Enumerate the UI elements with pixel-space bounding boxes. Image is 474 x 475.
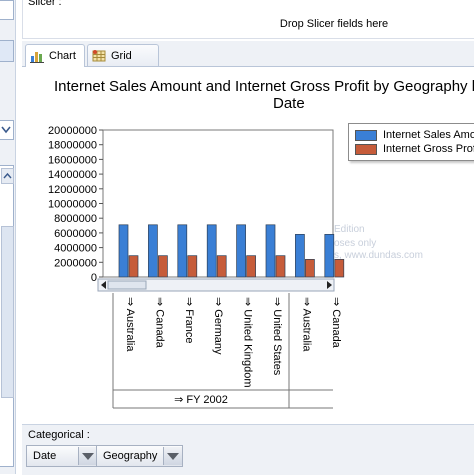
left-panel-box xyxy=(0,0,14,20)
chevron-up-icon xyxy=(3,172,12,179)
bar xyxy=(295,234,305,278)
categorical-label: Categorical : xyxy=(28,429,90,441)
x-category-label: ⇒ Australia xyxy=(300,297,312,352)
y-tick-label: 20000000 xyxy=(48,125,97,137)
bar xyxy=(158,255,168,278)
bar xyxy=(246,255,256,278)
tab-chart-label: Chart xyxy=(49,50,76,62)
view-tabs: Chart Grid xyxy=(22,41,474,67)
field-date-button[interactable]: Date xyxy=(26,445,98,467)
plot-area xyxy=(102,129,334,278)
y-tick-label: 8000000 xyxy=(54,213,97,225)
bar xyxy=(187,255,198,278)
scroll-right-icon xyxy=(327,281,332,289)
left-panel-selected-item[interactable] xyxy=(0,40,14,62)
legend-label: Internet Gross Profi xyxy=(383,143,474,155)
chart-scrollbar xyxy=(97,278,335,292)
tab-chart[interactable]: Chart xyxy=(25,44,85,67)
bar xyxy=(324,234,335,278)
scroll-up-button[interactable] xyxy=(1,168,14,184)
watermark-line-3: s, www.dundas.com xyxy=(334,250,423,261)
bar xyxy=(334,259,345,278)
chart-title-line-1: Internet Sales Amount and Internet Gross… xyxy=(54,78,474,95)
legend-swatch xyxy=(355,129,377,141)
y-tick-label: 12000000 xyxy=(48,184,97,196)
field-geography-label: Geography xyxy=(103,450,158,462)
y-tick-label: 0 xyxy=(91,272,97,284)
bar xyxy=(206,224,217,278)
x-category-label: ⇒ United States xyxy=(271,297,283,376)
y-tick-label: 18000000 xyxy=(48,140,97,152)
left-panel xyxy=(0,0,16,474)
y-tick-label: 16000000 xyxy=(48,154,97,166)
bar xyxy=(216,255,227,278)
y-tick-label: 14000000 xyxy=(48,169,97,181)
x-category-label: ⇒ Canada xyxy=(153,297,165,349)
y-tick-label: 6000000 xyxy=(54,228,97,240)
x-category-label: ⇒ France xyxy=(183,297,195,344)
y-tick-label: 4000000 xyxy=(54,243,97,255)
chart-scrollbar-thumb xyxy=(107,280,147,290)
dropdown-arrow-icon[interactable] xyxy=(163,447,182,465)
field-date-label: Date xyxy=(33,450,57,462)
chart-title: Internet Sales Amount and Internet Gross… xyxy=(54,78,474,112)
scrollbar-thumb[interactable] xyxy=(1,226,14,398)
bar xyxy=(275,255,286,278)
x-category-label: ⇒ Canada xyxy=(330,297,342,349)
legend-item: Internet Gross Profi xyxy=(355,143,474,155)
bar xyxy=(305,259,315,278)
left-panel-list[interactable] xyxy=(0,165,14,467)
y-tick-label: 2000000 xyxy=(54,257,97,269)
x-category-label: ⇒ Australia xyxy=(124,297,136,352)
left-panel-dropdown[interactable] xyxy=(0,120,14,140)
bar xyxy=(128,255,139,278)
chevron-down-icon xyxy=(1,126,11,134)
dropdown-arrow-icon[interactable] xyxy=(78,447,97,465)
bar xyxy=(177,224,188,278)
categorical-panel: Categorical : Date Geography xyxy=(22,424,474,475)
bar xyxy=(236,224,246,278)
tab-grid-label: Grid xyxy=(111,49,132,62)
bar xyxy=(148,224,158,278)
legend-swatch xyxy=(355,143,377,155)
scroll-left-icon xyxy=(101,281,106,289)
chart-legend: Internet Sales Amou Internet Gross Profi xyxy=(348,123,474,161)
chart-title-line-2: Date xyxy=(273,95,305,112)
watermark-line-1: Edition xyxy=(334,224,365,235)
chart-icon xyxy=(30,52,44,63)
watermark-line-2: oses only xyxy=(334,238,376,249)
field-geography-button[interactable]: Geography xyxy=(96,445,183,467)
x-category-label: ⇒ United Kingdom xyxy=(242,297,254,388)
bar xyxy=(265,224,276,278)
bar-chart: Edition oses only s, www.dundas.com 2000… xyxy=(48,125,423,409)
slicer-label: Slicer : xyxy=(28,0,62,8)
legend-item: Internet Sales Amou xyxy=(355,129,474,141)
grid-icon xyxy=(92,49,106,61)
bar xyxy=(118,224,129,278)
slicer-drop-zone[interactable]: Drop Slicer fields here xyxy=(279,18,389,30)
tab-grid[interactable]: Grid xyxy=(87,44,159,66)
x-group-label: ⇒ FY 2002 xyxy=(174,394,228,406)
x-category-label: ⇒ Germany xyxy=(212,297,224,355)
legend-label: Internet Sales Amou xyxy=(383,129,474,141)
slicer-panel[interactable]: Slicer : Drop Slicer fields here xyxy=(22,0,474,39)
y-tick-label: 10000000 xyxy=(48,199,97,211)
